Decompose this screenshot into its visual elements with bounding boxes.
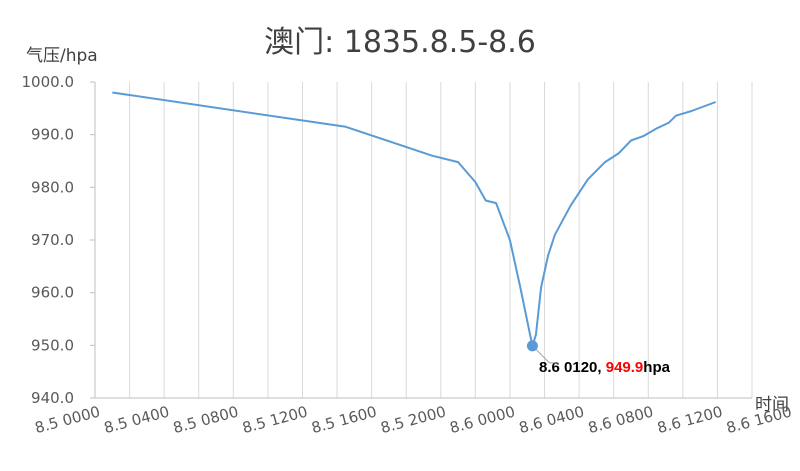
series-group <box>112 91 717 347</box>
y-tick-label: 980.0 <box>31 178 74 196</box>
min-point-label: 8.6 0120, 949.9hpa <box>539 359 671 376</box>
chart-title: 澳门: 1835.8.5-8.6 <box>264 25 536 60</box>
x-tick-label: 8.6 1200 <box>655 402 724 437</box>
series-line <box>112 91 717 347</box>
y-tick-label: 970.0 <box>31 231 74 249</box>
x-tick-label: 8.6 0000 <box>448 402 517 437</box>
x-axis-label: 时间 <box>755 395 789 415</box>
x-tick-label: 8.5 0800 <box>171 402 240 437</box>
annotation-leader <box>532 345 559 364</box>
y-tick-label: 940.0 <box>31 389 74 407</box>
y-axis-label: 气压/hpa <box>26 46 98 66</box>
y-tick-labels: 1000.0 990.0 980.0 970.0 960.0 950.0 940.0 <box>22 73 75 407</box>
x-tick-label: 8.5 2000 <box>379 402 448 437</box>
min-annotation: 8.6 0120, 949.9hpa <box>526 340 671 376</box>
min-label-unit: hpa <box>643 359 670 376</box>
x-tick-label: 8.6 0800 <box>586 402 655 437</box>
y-tick-label: 950.0 <box>31 336 74 354</box>
x-tick-label: 8.5 0000 <box>33 402 102 437</box>
axes <box>90 81 752 399</box>
y-tick-label: 990.0 <box>31 126 74 144</box>
x-tick-label: 8.5 0400 <box>102 402 171 437</box>
x-tick-labels: 8.5 0000 8.5 0400 8.5 0800 8.5 1200 8.5 1600… <box>33 402 794 437</box>
min-label-value: 949.9 <box>606 359 644 376</box>
min-label-datetime: 8.6 0120, <box>539 359 606 376</box>
y-tick-label: 1000.0 <box>22 73 75 91</box>
x-tick-label: 8.5 1200 <box>240 402 309 437</box>
x-tick-label: 8.5 1600 <box>309 402 378 437</box>
grid-lines <box>129 82 753 398</box>
x-tick-label: 8.6 0400 <box>517 402 586 437</box>
min-point-marker <box>526 340 538 352</box>
y-tick-label: 960.0 <box>31 284 74 302</box>
